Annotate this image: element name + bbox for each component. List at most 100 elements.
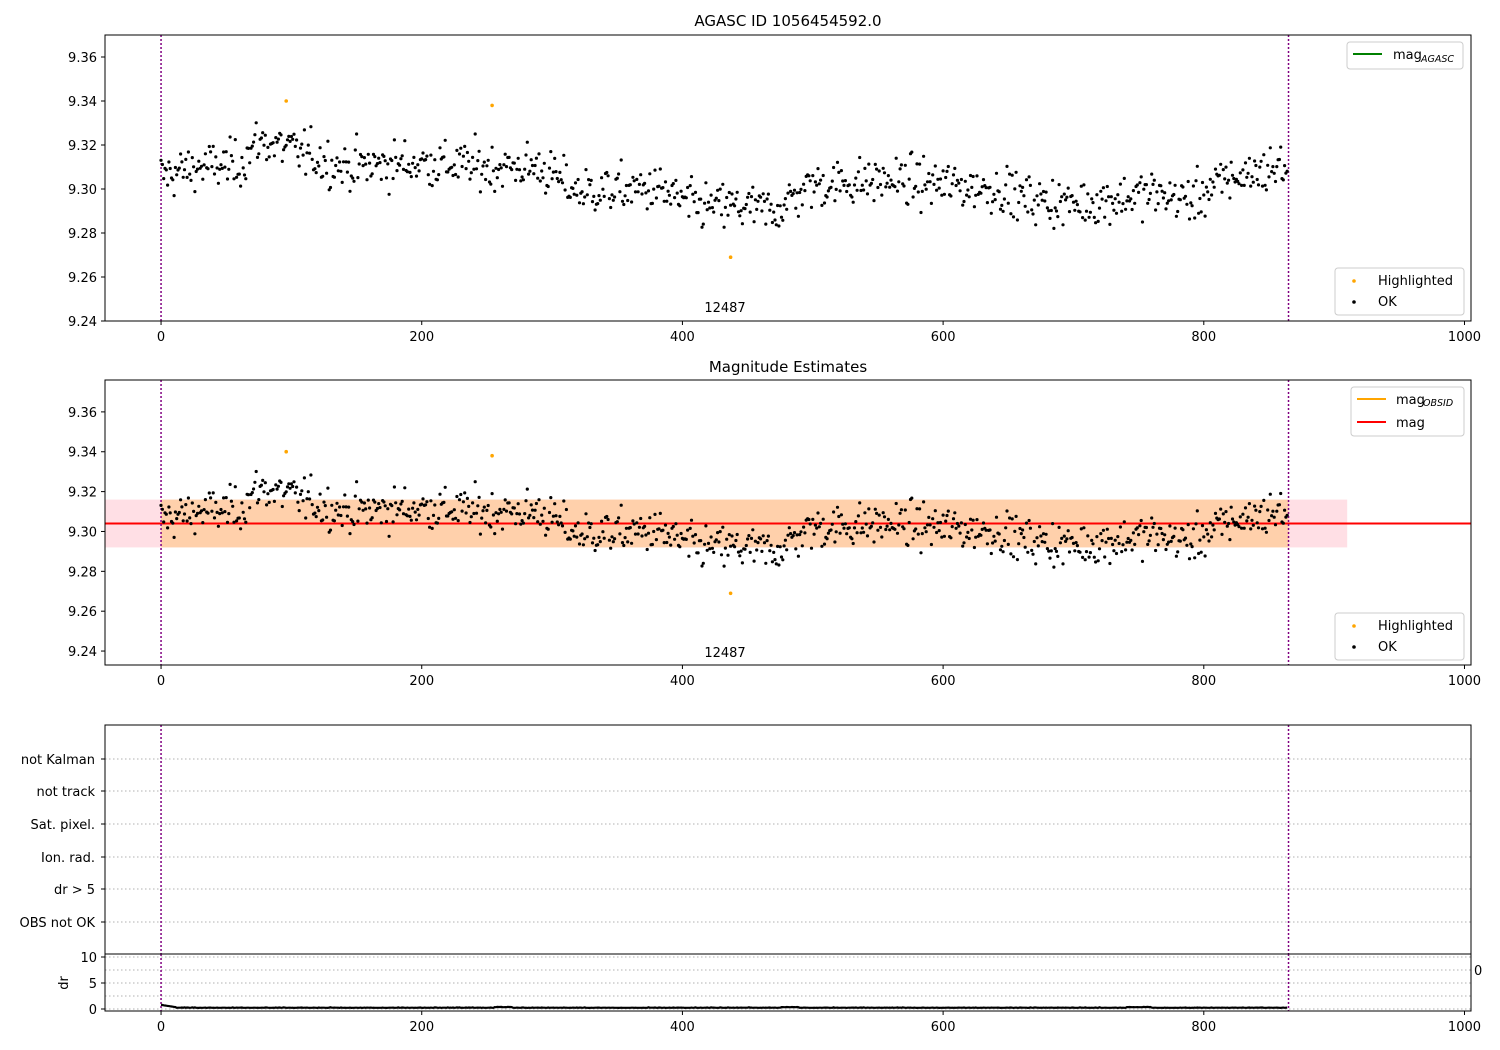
ok-point	[963, 522, 967, 527]
ok-point	[854, 520, 858, 524]
ok-point	[800, 544, 804, 548]
y-tick-label: 0	[89, 1003, 97, 1018]
ok-point	[1165, 201, 1169, 205]
ok-point	[259, 483, 263, 487]
ok-point	[412, 155, 416, 159]
ok-point	[1194, 179, 1198, 183]
ok-point	[1000, 544, 1004, 548]
ok-point	[812, 190, 816, 194]
ok-point	[950, 525, 954, 529]
ok-point	[631, 519, 635, 523]
ok-point	[791, 534, 795, 538]
ok-point	[489, 182, 493, 186]
ok-point	[1152, 178, 1156, 182]
ok-point	[373, 155, 377, 159]
ok-point	[1242, 183, 1246, 187]
ok-point	[593, 548, 597, 553]
ok-point	[428, 525, 432, 529]
x-tick-label: 600	[931, 674, 956, 689]
ok-point	[382, 500, 386, 504]
ok-point	[1087, 215, 1091, 219]
ok-point	[218, 167, 222, 171]
ok-point	[1230, 517, 1235, 521]
ok-point	[1242, 526, 1246, 530]
ok-point	[523, 167, 527, 171]
ok-point	[179, 152, 183, 156]
ok-point	[688, 184, 692, 188]
ok-point	[241, 166, 245, 170]
ok-point	[202, 163, 206, 167]
ok-point	[716, 531, 720, 535]
ok-point	[851, 541, 855, 546]
ok-point	[315, 160, 320, 164]
ok-point	[855, 188, 859, 192]
ok-point	[1009, 212, 1013, 216]
ok-point	[765, 539, 769, 543]
ok-point	[738, 554, 742, 558]
ok-point	[916, 190, 920, 194]
ok-point	[829, 528, 833, 532]
ok-point	[411, 506, 415, 510]
ok-point	[365, 178, 369, 182]
ok-point	[525, 140, 529, 144]
ok-point	[862, 530, 866, 534]
ok-point	[562, 153, 566, 157]
ok-point	[297, 509, 301, 513]
ok-point	[557, 523, 561, 527]
ok-point	[630, 541, 634, 545]
ok-point	[502, 507, 506, 511]
ok-point	[557, 180, 561, 184]
ok-point	[1211, 180, 1215, 184]
ok-point	[1015, 558, 1020, 562]
ok-point	[554, 514, 558, 518]
ok-point	[559, 521, 563, 525]
ok-point	[1079, 527, 1083, 531]
ok-point	[654, 196, 659, 200]
ok-point	[747, 534, 751, 538]
ok-point	[1101, 186, 1105, 190]
ok-point	[1047, 209, 1051, 213]
ok-point	[984, 186, 988, 190]
ok-point	[661, 528, 665, 532]
ok-point	[989, 211, 993, 215]
ok-point	[808, 179, 812, 183]
ok-point	[481, 164, 485, 168]
ok-point	[271, 141, 275, 145]
flag-label: dr > 5	[54, 883, 95, 898]
legend-mag-obsid-label: mag	[1396, 393, 1425, 408]
ok-point	[618, 532, 622, 536]
ok-point	[530, 508, 535, 512]
ok-point	[232, 520, 236, 524]
ok-point	[1173, 183, 1177, 187]
ok-point	[433, 503, 437, 507]
ok-point	[589, 522, 593, 526]
ok-point	[409, 518, 413, 522]
ok-point	[792, 188, 797, 192]
ok-point	[533, 163, 537, 168]
ok-point	[1013, 529, 1017, 534]
ok-point	[536, 520, 540, 524]
ok-point	[1163, 191, 1167, 195]
ok-point	[606, 517, 610, 522]
ok-point	[263, 133, 267, 137]
ok-point	[1154, 208, 1158, 212]
ok-point	[1138, 181, 1142, 185]
ok-point	[328, 185, 333, 190]
ok-point	[592, 194, 596, 198]
ok-point	[514, 522, 518, 526]
ok-point	[490, 492, 494, 496]
ok-point	[1197, 211, 1201, 215]
ok-point	[341, 505, 346, 509]
ok-point	[259, 136, 263, 140]
ok-point	[1277, 157, 1281, 162]
ok-point	[215, 166, 219, 170]
ok-point	[588, 525, 592, 530]
ok-point	[601, 187, 605, 191]
legend-mag-obsid: mag OBSID mag	[1350, 386, 1465, 437]
ok-point	[1144, 183, 1148, 187]
ok-point	[962, 541, 966, 545]
ok-point	[709, 535, 713, 539]
ok-point	[1039, 192, 1043, 196]
ok-point	[454, 172, 458, 177]
